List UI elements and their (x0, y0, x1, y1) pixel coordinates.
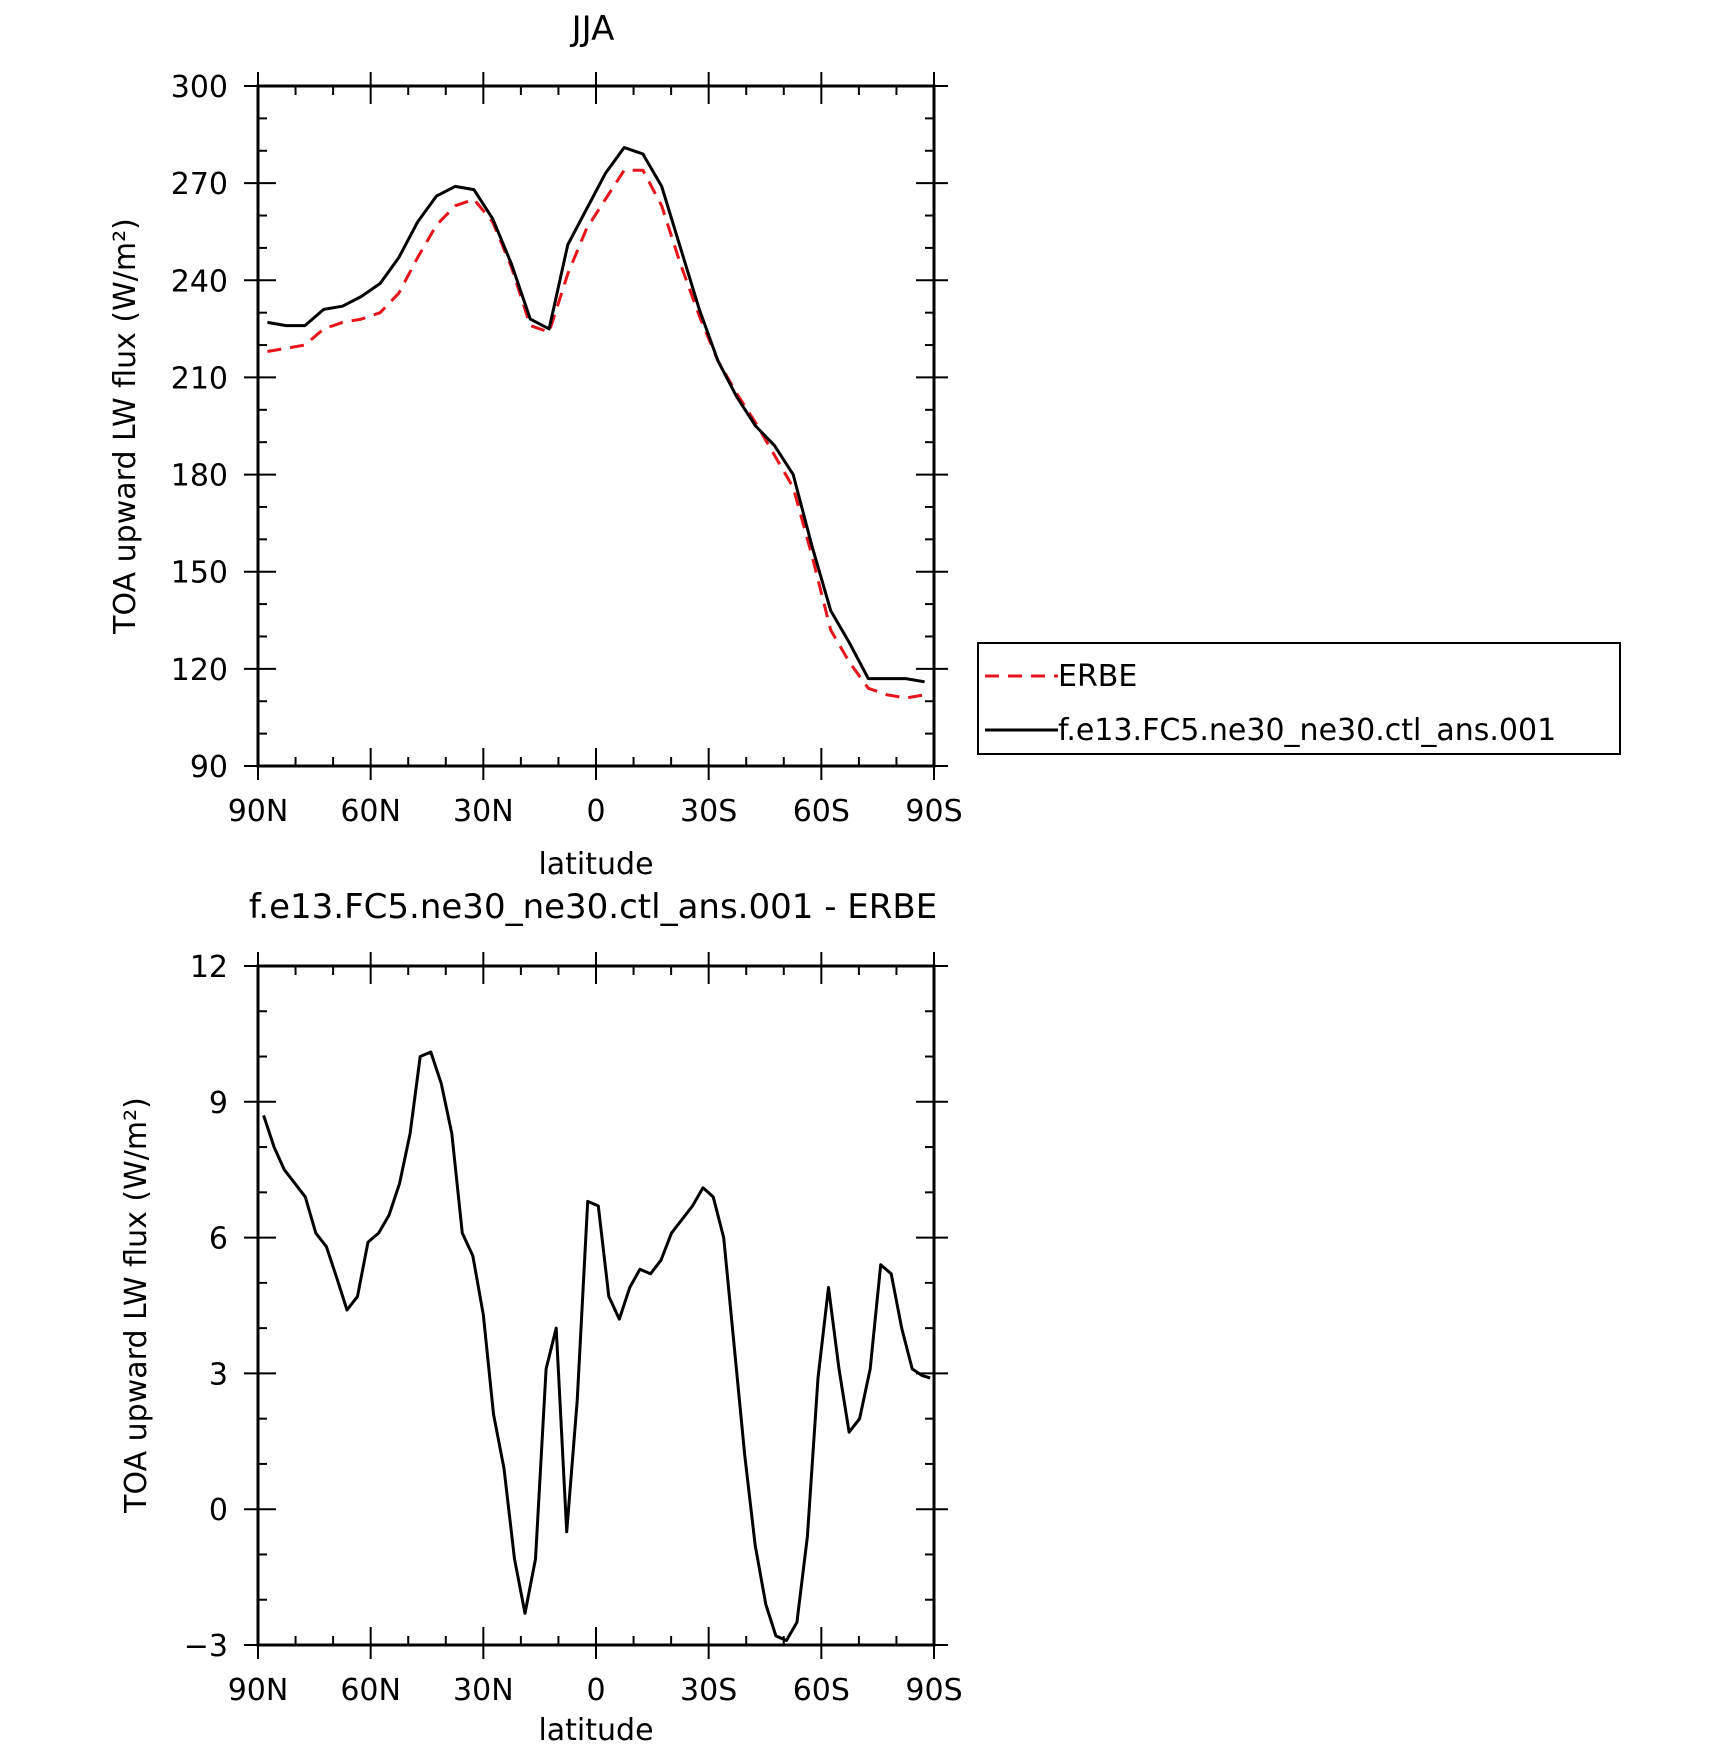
bottom-x-tick-label: 90N (228, 1673, 289, 1708)
bottom-plot-frame (256, 964, 936, 1647)
bottom-panel: f.e13.FC5.ne30_ne30.ctl_ans.001 - ERBE 9… (119, 887, 963, 1747)
bottom-x-tick-label: 60S (793, 1673, 850, 1708)
bottom-x-tick-label: 30N (453, 1673, 514, 1708)
top-y-tick-label: 240 (171, 264, 228, 299)
legend-label-erbe: ERBE (1058, 659, 1137, 694)
bottom-y-tick-label: 3 (209, 1357, 228, 1392)
bottom-y-tick-label: 9 (209, 1086, 228, 1121)
top-y-tick-label: 300 (171, 70, 228, 105)
top-y-tick-label: 180 (171, 459, 228, 494)
top-x-tick-label: 30S (680, 794, 737, 829)
bottom-y-tick-label: −3 (184, 1629, 228, 1664)
bottom-x-tick-label: 90S (905, 1673, 962, 1708)
bottom-y-tick-label: 12 (190, 950, 228, 985)
bottom-series-line-1 (262, 1050, 931, 1642)
legend-label-model: f.e13.FC5.ne30_ne30.ctl_ans.001 (1058, 713, 1556, 748)
bottom-y-axis-label: TOA upward LW flux (W/m²) (119, 1097, 154, 1514)
bottom-y-tick-label: 6 (209, 1222, 228, 1257)
top-x-tick-label: 90S (905, 794, 962, 829)
top-x-tick-label: 60S (793, 794, 850, 829)
bottom-axis-ticks: 90N 60N 30N 0 30S 60S 90S −3 0 3 6 9 12 (184, 950, 963, 1708)
top-x-tick-label: 90N (228, 794, 289, 829)
bottom-chart-title: f.e13.FC5.ne30_ne30.ctl_ans.001 - ERBE (249, 887, 937, 927)
top-x-tick-label: 0 (586, 794, 605, 829)
top-chart-title: JJA (570, 9, 615, 49)
bottom-x-tick-label: 30S (680, 1673, 737, 1708)
top-y-tick-label: 210 (171, 361, 228, 396)
top-axis-ticks: 90N 60N 30N 0 30S 60S 90S 90 120 150 180 210 240 270 3… (171, 70, 963, 829)
top-y-tick-label: 150 (171, 556, 228, 591)
top-y-tick-label: 120 (171, 653, 228, 688)
top-series-group (267, 146, 925, 700)
bottom-x-tick-label: 0 (586, 1673, 605, 1708)
top-series-line-1 (267, 168, 925, 700)
top-y-tick-label: 90 (190, 750, 228, 785)
top-x-tick-label: 60N (340, 794, 401, 829)
top-y-tick-label: 270 (171, 167, 228, 202)
bottom-y-tick-label: 0 (209, 1493, 228, 1528)
legend-box (977, 642, 1621, 755)
top-series-line-2 (267, 146, 925, 684)
top-x-axis-label: latitude (538, 847, 653, 882)
top-x-tick-label: 30N (453, 794, 514, 829)
top-y-axis-label: TOA upward LW flux (W/m²) (108, 218, 143, 635)
bottom-series-group (262, 1050, 931, 1642)
legend: ERBE f.e13.FC5.ne30_ne30.ctl_ans.001 (977, 642, 1621, 755)
top-panel: JJA 90N 60N 30N 0 30S 60S 90S 90 120 150 180 210 240… (108, 9, 963, 882)
bottom-x-axis-label: latitude (538, 1713, 653, 1747)
bottom-x-tick-label: 60N (340, 1673, 401, 1708)
